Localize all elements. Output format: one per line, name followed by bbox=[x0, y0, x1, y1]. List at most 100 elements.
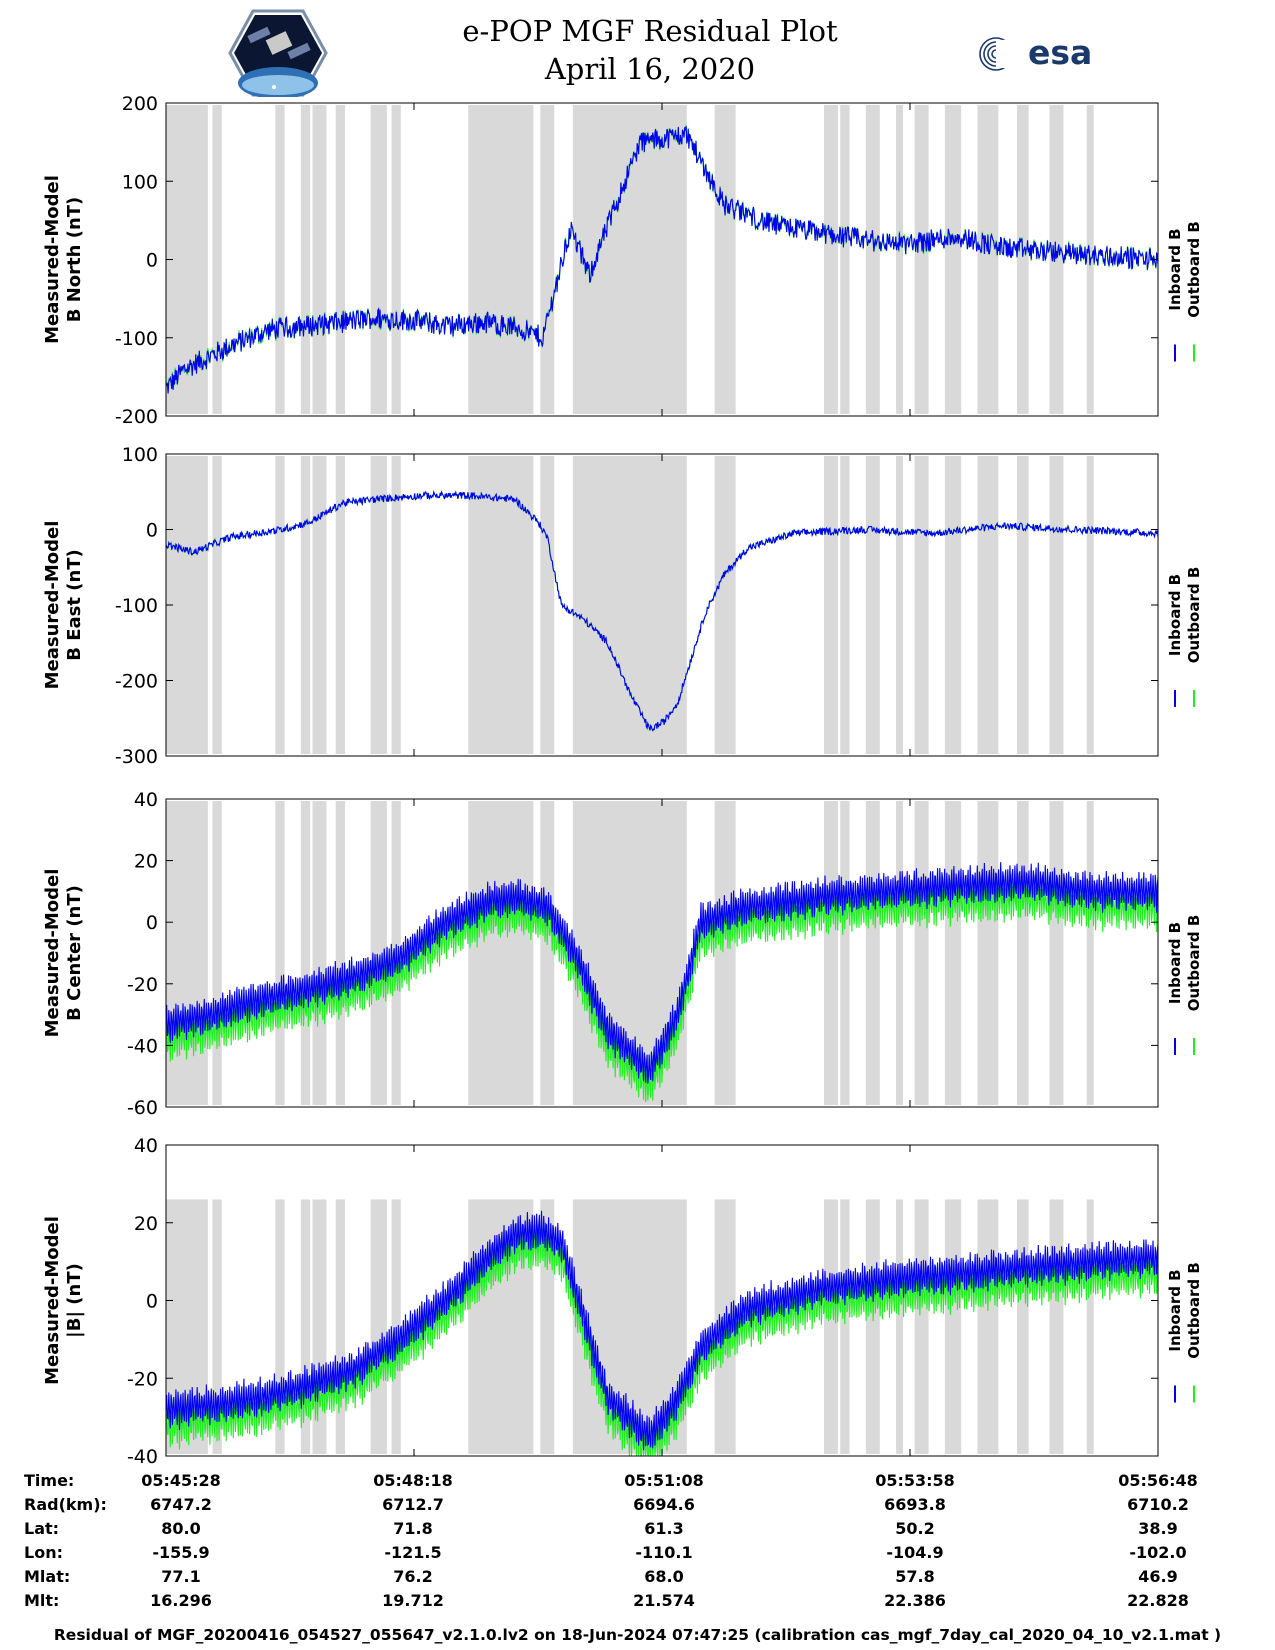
info-value: 71.8 bbox=[393, 1519, 433, 1538]
data-gap-band bbox=[275, 456, 285, 754]
y-axis-label: Measured-Model|B| (nT) bbox=[42, 1216, 85, 1385]
data-gap-band bbox=[1016, 801, 1029, 1105]
esa-wordmark: esa bbox=[1028, 33, 1093, 72]
info-value: 6712.7 bbox=[382, 1495, 444, 1514]
footer-caption: Residual of MGF_20200416_054527_055647_v… bbox=[53, 1626, 1222, 1644]
data-gap-band bbox=[391, 105, 401, 414]
data-gap-band bbox=[212, 105, 222, 414]
info-value: -121.5 bbox=[384, 1543, 442, 1562]
inboard-series-line bbox=[165, 489, 1159, 732]
data-gap-band bbox=[275, 1199, 285, 1454]
data-gap-band bbox=[840, 1199, 850, 1454]
data-gap-band bbox=[300, 456, 311, 754]
data-gap-band bbox=[896, 105, 904, 414]
y-axis-label: Measured-ModelB North (nT) bbox=[42, 175, 85, 344]
y-tick-label: -300 bbox=[115, 746, 158, 768]
data-gap-band bbox=[370, 801, 387, 1105]
data-gap-band bbox=[572, 456, 687, 754]
y-tick-label: -200 bbox=[115, 406, 158, 428]
y-tick-label: -40 bbox=[127, 1035, 158, 1057]
data-gap-band bbox=[300, 801, 311, 1105]
data-gap-band bbox=[1016, 456, 1029, 754]
info-row-label: Lat: bbox=[24, 1519, 60, 1538]
inboard-series-line bbox=[165, 862, 1159, 1084]
info-value: 68.0 bbox=[644, 1567, 684, 1586]
data-gap-band bbox=[1086, 1199, 1094, 1454]
data-gap-band bbox=[977, 1199, 999, 1454]
data-gap-band bbox=[823, 456, 838, 754]
y-tick-label: 0 bbox=[146, 1291, 158, 1313]
info-value: 38.9 bbox=[1138, 1519, 1178, 1538]
data-gap-band bbox=[865, 456, 880, 754]
legend-outboard-label: Outboard B bbox=[1185, 915, 1203, 1012]
data-gap-band bbox=[896, 801, 904, 1105]
info-row-label: Mlt: bbox=[24, 1591, 60, 1610]
info-value: 6693.8 bbox=[884, 1495, 946, 1514]
info-value: 6710.2 bbox=[1127, 1495, 1189, 1514]
legend-inboard-label: Inboard B bbox=[1166, 1269, 1184, 1351]
data-gap-band bbox=[370, 105, 387, 414]
data-gap-band bbox=[914, 456, 929, 754]
data-gap-band bbox=[1049, 105, 1064, 414]
data-gap-band bbox=[540, 1199, 555, 1454]
data-gap-band bbox=[977, 801, 999, 1105]
info-value: 76.2 bbox=[393, 1567, 433, 1586]
data-gap-band bbox=[865, 801, 880, 1105]
esa-logo bbox=[979, 37, 1014, 71]
info-row-label: Lon: bbox=[24, 1543, 63, 1562]
info-value: 05:51:08 bbox=[624, 1471, 704, 1490]
y-axis-label-line: |B| (nT) bbox=[64, 1263, 85, 1338]
y-tick-label: 40 bbox=[134, 1135, 158, 1157]
data-gap-band bbox=[275, 105, 285, 414]
data-gap-band bbox=[312, 801, 327, 1105]
y-axis-label-line: Measured-Model bbox=[42, 175, 63, 344]
data-gap-band bbox=[370, 1199, 387, 1454]
data-gap-band bbox=[914, 1199, 929, 1454]
y-tick-label: 0 bbox=[146, 250, 158, 272]
info-value: 77.1 bbox=[161, 1567, 201, 1586]
data-gap-band bbox=[312, 1199, 327, 1454]
y-axis-label: Measured-ModelB Center (nT) bbox=[42, 869, 85, 1038]
info-value: -110.1 bbox=[635, 1543, 693, 1562]
data-gap-band bbox=[823, 105, 838, 414]
y-axis-label: Measured-ModelB East (nT) bbox=[42, 521, 85, 690]
data-gap-band bbox=[896, 456, 904, 754]
data-gap-band bbox=[865, 1199, 880, 1454]
y-tick-label: 0 bbox=[146, 912, 158, 934]
legend-inboard-label: Inboard B bbox=[1166, 922, 1184, 1004]
data-gap-band bbox=[1086, 456, 1094, 754]
info-value: 21.574 bbox=[633, 1591, 695, 1610]
data-gap-band bbox=[977, 105, 999, 414]
y-axis-label-line: B North (nT) bbox=[64, 197, 85, 323]
data-gap-band bbox=[540, 105, 555, 414]
info-value: 05:45:28 bbox=[141, 1471, 221, 1490]
data-gap-band bbox=[212, 801, 222, 1105]
data-gap-band bbox=[468, 105, 534, 414]
data-gap-band bbox=[391, 1199, 401, 1454]
data-gap-band bbox=[914, 105, 929, 414]
y-axis-label-line: B East (nT) bbox=[64, 549, 85, 661]
data-gap-band bbox=[540, 801, 555, 1105]
data-gap-band bbox=[1049, 456, 1064, 754]
mission-logo bbox=[228, 9, 328, 97]
info-value: 80.0 bbox=[161, 1519, 201, 1538]
y-tick-label: 200 bbox=[122, 93, 158, 115]
data-gap-band bbox=[823, 801, 838, 1105]
legend-inboard-label: Inboard B bbox=[1166, 228, 1184, 310]
data-gap-band bbox=[714, 801, 736, 1105]
y-tick-label: 100 bbox=[122, 444, 158, 466]
inboard-series-line bbox=[165, 1210, 1159, 1451]
data-gap-band bbox=[212, 456, 222, 754]
y-tick-label: 0 bbox=[146, 520, 158, 542]
data-gap-band bbox=[944, 801, 962, 1105]
data-gap-band bbox=[370, 456, 387, 754]
y-axis-label-line: B Center (nT) bbox=[64, 885, 85, 1021]
data-gap-band bbox=[1049, 1199, 1064, 1454]
data-gap-band bbox=[1016, 1199, 1029, 1454]
y-tick-label: 100 bbox=[122, 171, 158, 193]
info-value: 6694.6 bbox=[633, 1495, 695, 1514]
info-value: 46.9 bbox=[1138, 1567, 1178, 1586]
data-gap-band bbox=[714, 456, 736, 754]
y-tick-label: -100 bbox=[115, 595, 158, 617]
data-gap-band bbox=[391, 456, 401, 754]
